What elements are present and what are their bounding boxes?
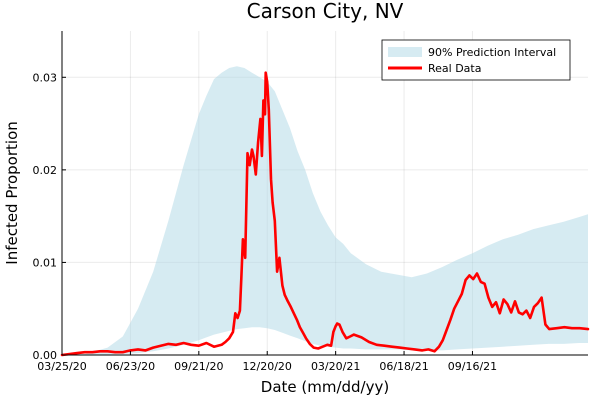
y-tick-label: 0.02 — [33, 164, 58, 177]
x-tick-label: 09/21/20 — [174, 360, 223, 373]
legend-label-real-data: Real Data — [428, 62, 481, 75]
y-ticks: 0.00 0.01 0.02 0.03 — [33, 71, 66, 362]
y-tick-label: 0.03 — [33, 71, 58, 84]
real-data-line — [60, 71, 590, 357]
x-tick-label: 03/25/20 — [37, 360, 86, 373]
legend-swatch-prediction-interval — [388, 47, 422, 57]
x-tick-label: 12/20/20 — [243, 360, 292, 373]
real-data-layer — [60, 71, 590, 357]
y-tick-label: 0.00 — [33, 349, 58, 362]
legend-box — [381, 39, 571, 81]
prediction-interval-layer — [62, 66, 588, 355]
x-tick-label: 09/16/21 — [448, 360, 497, 373]
x-tick-label: 06/23/20 — [106, 360, 155, 373]
x-tick-label: 06/18/21 — [379, 360, 428, 373]
x-ticks: 03/25/20 06/23/20 09/21/20 12/20/20 03/20/21… — [37, 351, 497, 373]
x-tick-label: 03/20/21 — [311, 360, 360, 373]
legend: 90% Prediction Interval Real Data — [381, 39, 571, 81]
y-axis-title: Infected Proportion — [3, 121, 21, 264]
prediction-interval-band — [62, 66, 588, 355]
chart-title: Carson City, NV — [247, 0, 404, 23]
x-axis-title: Date (mm/dd/yy) — [261, 378, 389, 396]
legend-label-prediction-interval: 90% Prediction Interval — [428, 46, 556, 59]
y-tick-label: 0.01 — [33, 256, 58, 269]
